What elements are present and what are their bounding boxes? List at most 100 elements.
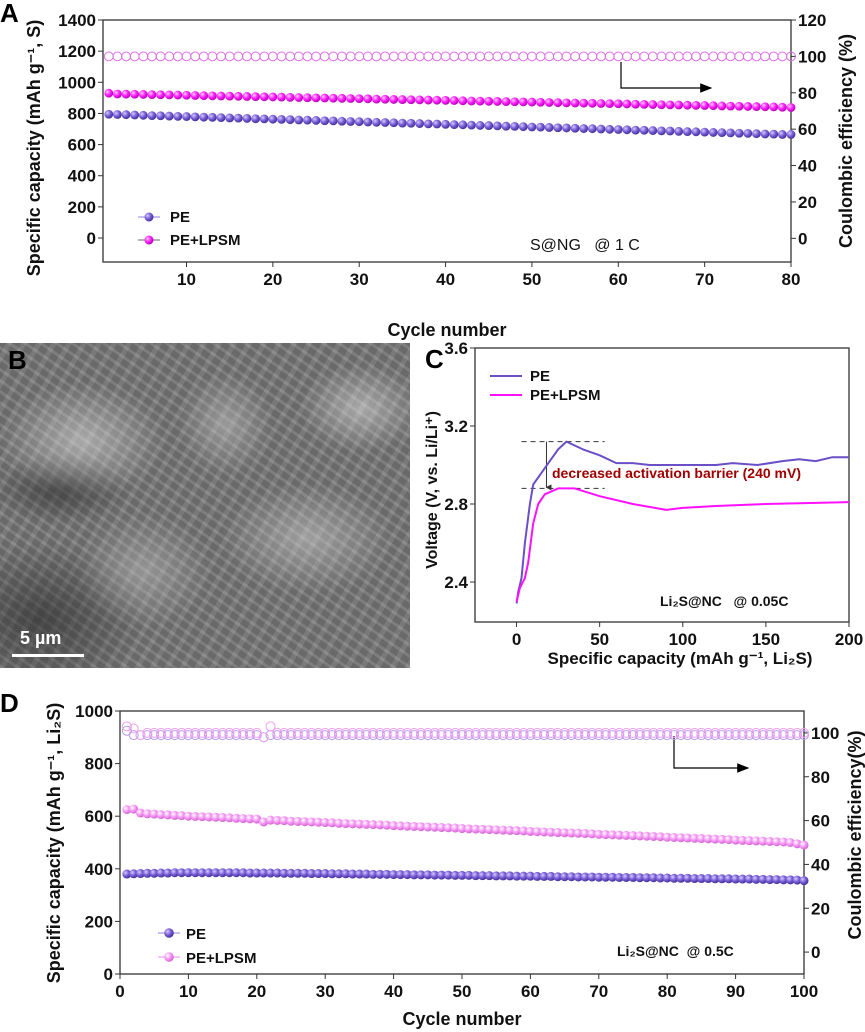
a-pe-lpsm-capacity-point xyxy=(363,94,373,104)
a-pe-capacity-point xyxy=(259,114,269,124)
a-pe-lpsm-capacity-point xyxy=(492,97,502,106)
a-pe-capacity-point xyxy=(458,120,468,130)
d-ce-point xyxy=(730,727,741,738)
d-ce-point xyxy=(593,730,604,741)
c-legend-label-pe: PE xyxy=(530,368,550,385)
a-y-tick-label: 1200 xyxy=(58,42,96,61)
d-ce-point xyxy=(607,730,618,741)
d-pe-capacity-point xyxy=(279,868,289,878)
d-pe-capacity-point xyxy=(197,868,207,878)
d-pe-lpsm-capacity-point xyxy=(183,811,193,821)
d-y2-tick-label: 60 xyxy=(811,812,830,831)
a-pe-lpsm-capacity-point xyxy=(734,101,744,111)
d-ce-point xyxy=(614,730,625,741)
a-pe-capacity-point xyxy=(251,114,260,124)
d-pe-lpsm-capacity-point xyxy=(628,831,638,841)
d-pe-capacity-point xyxy=(649,873,659,883)
a-ce-point xyxy=(181,51,192,62)
d-ce-point xyxy=(785,730,796,741)
a-pe-capacity-point xyxy=(631,125,640,135)
d-pe-lpsm-capacity-point xyxy=(389,821,399,831)
d-pe-lpsm-capacity-point xyxy=(744,836,754,846)
d-ce-point xyxy=(477,727,488,738)
d-pe-lpsm-capacity-point xyxy=(655,832,665,842)
d-ce-point xyxy=(573,730,584,741)
a-ce-point xyxy=(380,51,391,62)
d-pe-capacity-point xyxy=(751,874,761,884)
d-pe-lpsm-capacity-point xyxy=(614,830,624,840)
a-pe-lpsm-capacity-point xyxy=(432,95,442,105)
d-pe-lpsm-capacity-point xyxy=(272,815,282,825)
a-pe-capacity-point xyxy=(613,125,623,134)
d-ce-point xyxy=(716,727,727,738)
d-ce-point xyxy=(142,730,153,741)
a-pe-capacity-point xyxy=(423,119,433,129)
a-x-tick-label: 60 xyxy=(609,270,628,289)
d-ce-point xyxy=(580,727,591,738)
d-pe-lpsm-capacity-point xyxy=(211,812,221,822)
d-pe-capacity-point xyxy=(320,869,330,879)
a-x-tick-label: 30 xyxy=(350,270,369,289)
d-ce-point xyxy=(518,730,529,741)
a-pe-lpsm-capacity-point xyxy=(259,92,269,102)
d-ce-point xyxy=(764,730,775,741)
a-ce-point xyxy=(561,51,572,62)
d-ce-point xyxy=(737,727,748,738)
d-ce-point xyxy=(327,727,338,738)
d-ce-point xyxy=(388,730,399,741)
a-pe-capacity-point xyxy=(734,128,744,138)
a-pe-lpsm-capacity-point xyxy=(700,101,710,110)
d-pe-capacity-point xyxy=(170,868,180,878)
d-pe-capacity-point xyxy=(177,868,187,878)
a-pe-capacity-point xyxy=(406,118,416,128)
d-ce-point xyxy=(156,730,167,741)
a-pe-lpsm-capacity-point xyxy=(337,93,347,103)
d-pe-lpsm-capacity-point xyxy=(491,825,501,835)
chart-marks: 10 20 30 40 50 60 70 80020040060080010001200140… xyxy=(58,11,863,1001)
a-pe-lpsm-capacity-point xyxy=(777,102,787,112)
a-pe-lpsm-capacity-point xyxy=(708,101,718,111)
a-pe-lpsm-capacity-point xyxy=(311,93,321,103)
d-pe-lpsm-capacity-point xyxy=(539,827,549,837)
a-legend-label-pe: PE xyxy=(170,209,190,226)
a-pe-lpsm-capacity-point xyxy=(346,94,355,103)
d-pe-lpsm-capacity-point xyxy=(197,812,207,822)
d-pe-capacity-point xyxy=(327,869,337,879)
d-ce-point xyxy=(368,730,379,741)
a-pe-capacity-point xyxy=(665,126,675,136)
d-pe-capacity-point xyxy=(464,870,474,880)
a-pe-capacity-point xyxy=(622,125,632,135)
d-pe-capacity-point xyxy=(525,871,535,881)
a-pe-capacity-point xyxy=(691,127,701,137)
d-pe-lpsm-capacity-point xyxy=(601,830,611,840)
a-pe-lpsm-capacity-point xyxy=(130,89,140,99)
a-pe-lpsm-capacity-point xyxy=(760,102,770,112)
a-pe-capacity-point xyxy=(449,120,459,130)
d-pe-capacity-point xyxy=(703,874,713,884)
a-y2-tick-label: 0 xyxy=(798,229,807,248)
d-pe-lpsm-capacity-point xyxy=(792,839,802,849)
a-ce-point xyxy=(449,51,460,62)
d-pe-lpsm-capacity-point xyxy=(696,834,706,844)
d-ce-point xyxy=(539,727,550,738)
d-pe-lpsm-capacity-point xyxy=(307,817,317,827)
d-pe-capacity-point xyxy=(505,871,515,881)
a-ce-point xyxy=(406,51,416,62)
panel-label-c: C xyxy=(425,344,444,374)
d-ce-point xyxy=(723,730,734,741)
a-ce-point xyxy=(570,51,581,62)
d-ce-point xyxy=(436,730,447,741)
d-pe-lpsm-capacity-point xyxy=(136,808,146,818)
d-ce-point xyxy=(436,727,447,738)
a-ce-point xyxy=(138,51,149,62)
a-pe-capacity-point xyxy=(484,121,494,130)
a-pe-lpsm-capacity-point xyxy=(752,102,761,111)
d-ce-point xyxy=(504,727,515,738)
d-pe-capacity-point xyxy=(724,874,734,884)
d-y-tick-label: 800 xyxy=(85,755,113,774)
a-pe-lpsm-capacity-point xyxy=(233,91,243,101)
c-y-tick-label: 3.6 xyxy=(444,339,468,358)
a-pe-lpsm-capacity-point xyxy=(449,96,459,105)
a-pe-lpsm-capacity-point xyxy=(510,97,520,107)
d-pe-lpsm-capacity-point xyxy=(334,818,344,828)
